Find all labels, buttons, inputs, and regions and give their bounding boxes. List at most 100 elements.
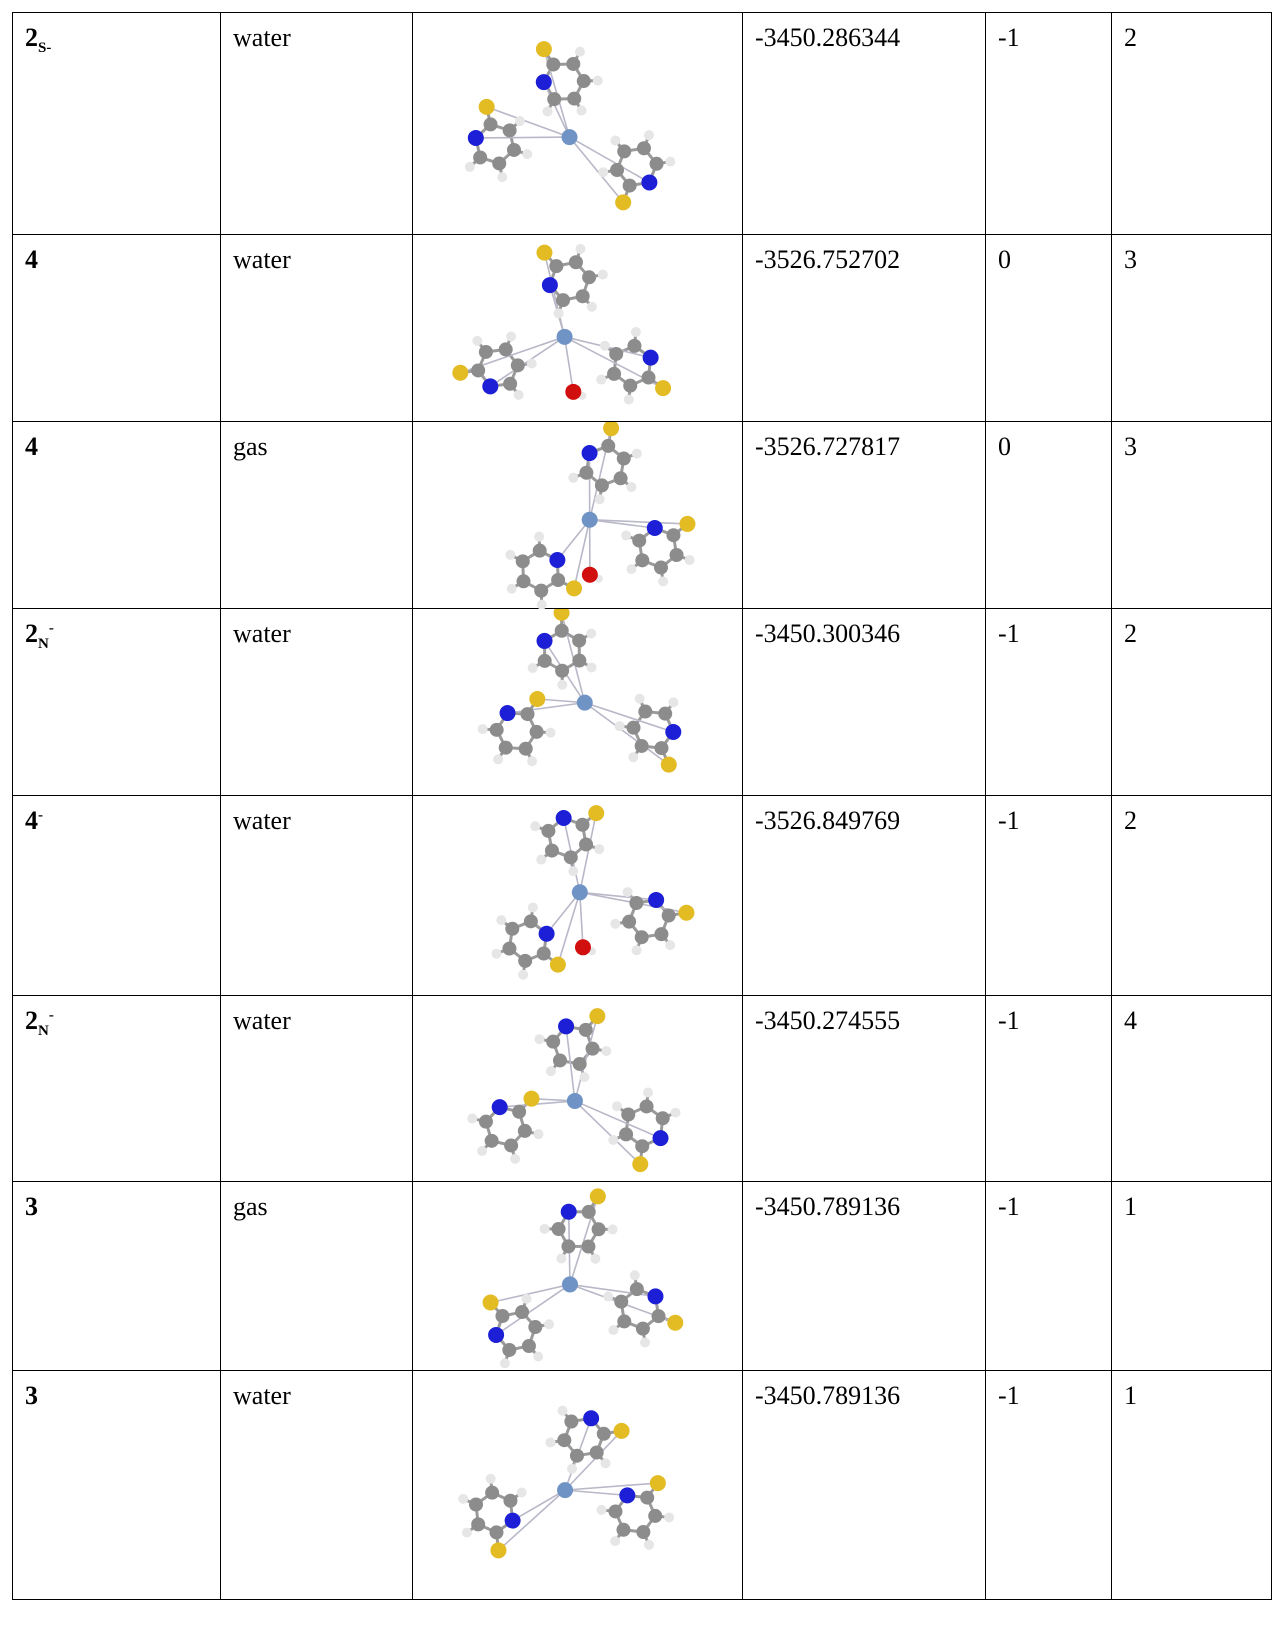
carbon-atom bbox=[554, 623, 569, 638]
carbon-atom bbox=[557, 1433, 572, 1448]
nitrogen-atom bbox=[642, 349, 659, 366]
carbon-atom bbox=[537, 653, 552, 668]
molecule-structure-icon bbox=[464, 41, 676, 211]
carbon-atom bbox=[515, 554, 530, 569]
nitrogen-atom bbox=[536, 632, 553, 649]
carbon-atom bbox=[582, 270, 597, 285]
carbon-atom bbox=[510, 358, 525, 373]
hydrogen-atom bbox=[510, 1153, 521, 1164]
carbon-atom bbox=[551, 572, 566, 587]
carbon-atom bbox=[616, 1522, 631, 1537]
carbon-atom bbox=[572, 1056, 587, 1071]
carbon-atom bbox=[596, 1426, 611, 1441]
hydrogen-atom bbox=[596, 374, 607, 385]
hydrogen-atom bbox=[521, 1293, 532, 1304]
carbon-atom bbox=[619, 1127, 634, 1142]
carbon-atom bbox=[627, 338, 642, 353]
hydrogen-atom bbox=[608, 1325, 619, 1336]
compound-label-cell: 4 bbox=[12, 421, 221, 609]
nitrogen-atom bbox=[648, 891, 665, 908]
molecule-structure-icon bbox=[452, 244, 672, 405]
hydrogen-atom bbox=[631, 945, 642, 956]
nitrogen-atom bbox=[646, 520, 663, 537]
compound-label-superscript: - bbox=[38, 807, 43, 824]
bond-line bbox=[556, 519, 591, 561]
carbon-atom bbox=[626, 720, 641, 735]
metal-atom bbox=[556, 328, 573, 345]
carbon-atom bbox=[503, 1493, 518, 1508]
medium-cell: water bbox=[220, 234, 413, 422]
charge-cell: -1 bbox=[985, 995, 1112, 1182]
sulfur-atom bbox=[649, 1475, 666, 1492]
table-row: 2N-water -3450.274555 -1 4 bbox=[12, 995, 1272, 1182]
carbon-atom bbox=[636, 1525, 651, 1540]
structure-cell bbox=[412, 1181, 743, 1371]
energy-cell: -3450.789136 bbox=[742, 1181, 986, 1371]
carbon-atom bbox=[498, 342, 513, 357]
sulfur-atom bbox=[613, 1422, 630, 1439]
nitrogen-atom bbox=[619, 1487, 636, 1504]
carbon-atom bbox=[572, 633, 587, 648]
hydrogen-atom bbox=[568, 472, 579, 483]
carbon-atom bbox=[536, 946, 551, 961]
oxygen-atom bbox=[581, 566, 598, 583]
bond-line bbox=[543, 252, 566, 338]
bond-line bbox=[563, 336, 575, 392]
hydrogen-atom bbox=[576, 105, 587, 116]
results-table: 2S-water -3450.286344 -1 2 4 water -3526.75270… bbox=[12, 12, 1272, 1600]
bond-line bbox=[569, 136, 650, 184]
carbon-atom bbox=[473, 150, 488, 165]
hydrogen-atom bbox=[458, 1493, 469, 1504]
carbon-atom bbox=[585, 1041, 600, 1056]
sulfur-atom bbox=[655, 380, 672, 397]
hydrogen-atom bbox=[658, 576, 669, 587]
hydrogen-atom bbox=[533, 1351, 544, 1362]
bond-line bbox=[568, 136, 624, 203]
hydrogen-atom bbox=[626, 564, 637, 575]
carbon-atom bbox=[471, 1517, 486, 1532]
bond-line bbox=[564, 1489, 628, 1497]
carbon-atom bbox=[532, 543, 547, 558]
structure-cell bbox=[412, 608, 743, 796]
sulfur-atom bbox=[678, 904, 695, 921]
medium-cell: gas bbox=[220, 1181, 413, 1371]
hydrogen-atom bbox=[596, 1504, 607, 1515]
metal-atom bbox=[566, 1092, 583, 1109]
medium-cell: water bbox=[220, 12, 413, 235]
bond-line bbox=[589, 518, 655, 529]
sulfur-atom bbox=[553, 609, 570, 621]
bond-line bbox=[584, 701, 670, 766]
hydrogen-atom bbox=[527, 756, 538, 767]
carbon-atom bbox=[556, 293, 571, 308]
hydrogen-atom bbox=[506, 331, 517, 342]
hydrogen-atom bbox=[630, 326, 641, 337]
hydrogen-atom bbox=[536, 599, 547, 609]
charge-cell: -1 bbox=[985, 608, 1112, 796]
medium-cell: water bbox=[220, 1370, 413, 1600]
carbon-atom bbox=[608, 1504, 623, 1519]
hydrogen-atom bbox=[626, 482, 637, 493]
bond-line bbox=[579, 891, 657, 901]
carbon-atom bbox=[578, 1022, 593, 1037]
hydrogen-atom bbox=[599, 340, 610, 351]
compound-label-cell: 2S- bbox=[12, 12, 221, 235]
nitrogen-atom bbox=[665, 723, 682, 740]
nitrogen-atom bbox=[504, 1512, 521, 1529]
carbon-atom bbox=[649, 156, 664, 171]
carbon-atom bbox=[489, 1525, 504, 1540]
hydrogen-atom bbox=[614, 721, 625, 732]
carbon-atom bbox=[506, 142, 521, 157]
metal-atom bbox=[581, 511, 598, 528]
hydrogen-atom bbox=[534, 1034, 545, 1045]
hydrogen-atom bbox=[684, 555, 695, 566]
energy-cell: -3450.300346 bbox=[742, 608, 986, 796]
carbon-atom bbox=[616, 451, 631, 466]
bond-line bbox=[584, 701, 674, 733]
carbon-atom bbox=[483, 117, 498, 132]
structure-cell bbox=[412, 12, 743, 235]
hydrogen-atom bbox=[668, 697, 679, 708]
carbon-atom bbox=[551, 1222, 566, 1237]
multiplicity-cell: 4 bbox=[1111, 995, 1272, 1182]
carbon-atom bbox=[634, 738, 649, 753]
nitrogen-atom bbox=[488, 1326, 505, 1343]
